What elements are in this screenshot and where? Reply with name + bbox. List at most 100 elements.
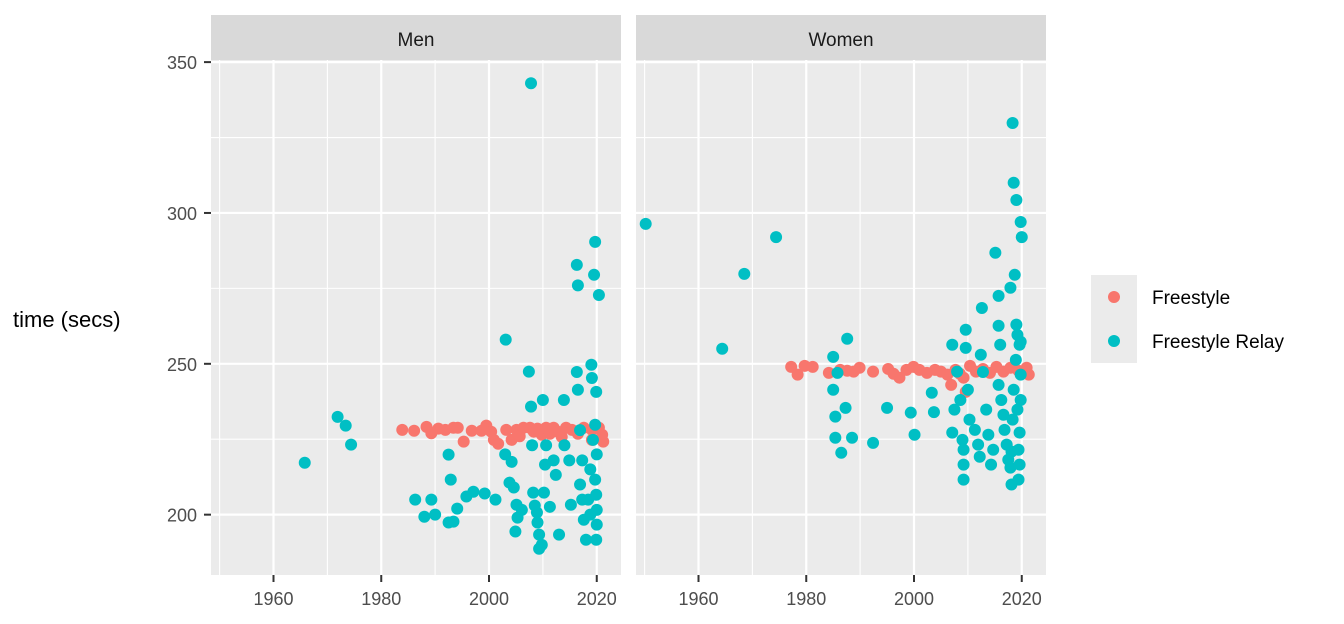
data-point bbox=[835, 446, 848, 459]
data-point bbox=[989, 246, 1002, 259]
data-point bbox=[298, 456, 311, 469]
x-tick-label: 1960 bbox=[253, 589, 293, 609]
data-point bbox=[527, 486, 540, 499]
data-point bbox=[1006, 413, 1019, 426]
data-point bbox=[457, 435, 470, 448]
data-point bbox=[976, 365, 989, 378]
data-point bbox=[992, 319, 1005, 332]
data-point bbox=[822, 366, 835, 379]
data-point bbox=[500, 423, 513, 436]
data-point bbox=[526, 439, 539, 452]
data-point bbox=[1014, 335, 1027, 348]
data-point bbox=[1014, 216, 1027, 229]
data-point bbox=[589, 235, 602, 248]
data-point bbox=[588, 268, 601, 281]
x-tick-label: 1980 bbox=[361, 589, 401, 609]
data-point bbox=[1015, 231, 1028, 244]
data-point bbox=[963, 413, 976, 426]
data-point bbox=[597, 435, 610, 448]
data-point bbox=[489, 493, 502, 506]
data-point bbox=[1012, 443, 1025, 456]
facet-strip-label: Men bbox=[398, 30, 435, 51]
data-point bbox=[908, 428, 921, 441]
data-point bbox=[846, 431, 859, 444]
data-point bbox=[525, 400, 538, 413]
data-point bbox=[537, 486, 550, 499]
data-point bbox=[1007, 176, 1020, 189]
data-point bbox=[557, 394, 570, 407]
data-point bbox=[925, 386, 938, 399]
data-point bbox=[1013, 426, 1026, 439]
data-point bbox=[827, 383, 840, 396]
data-point bbox=[409, 493, 422, 506]
panel-background bbox=[636, 60, 1046, 575]
data-point bbox=[1010, 193, 1023, 206]
data-point bbox=[770, 231, 783, 244]
data-point bbox=[987, 443, 1000, 456]
data-point bbox=[639, 217, 652, 230]
data-point bbox=[968, 423, 981, 436]
legend-key-point bbox=[1108, 335, 1120, 347]
data-point bbox=[547, 454, 560, 467]
series-freestyle bbox=[396, 419, 610, 450]
data-point bbox=[881, 401, 894, 414]
data-point bbox=[465, 424, 478, 437]
data-point bbox=[563, 454, 576, 467]
data-point bbox=[956, 433, 969, 446]
data-point bbox=[499, 333, 512, 346]
data-point bbox=[975, 301, 988, 314]
facet-strip bbox=[211, 15, 621, 60]
data-point bbox=[576, 454, 589, 467]
data-point bbox=[540, 439, 553, 452]
data-point bbox=[429, 508, 442, 521]
data-point bbox=[946, 426, 959, 439]
y-tick-label: 250 bbox=[167, 355, 197, 375]
data-point bbox=[959, 323, 972, 336]
data-point bbox=[558, 439, 571, 452]
y-tick-label: 300 bbox=[167, 204, 197, 224]
data-point bbox=[994, 338, 1007, 351]
data-point bbox=[571, 279, 584, 292]
data-point bbox=[590, 448, 603, 461]
data-point bbox=[974, 348, 987, 361]
data-point bbox=[592, 289, 605, 302]
data-point bbox=[536, 394, 549, 407]
data-point bbox=[961, 383, 974, 396]
data-point bbox=[945, 378, 958, 391]
data-point bbox=[1007, 383, 1020, 396]
legend: Freestyle Freestyle Relay bbox=[1091, 275, 1284, 363]
data-point bbox=[408, 424, 421, 437]
x-tick-label: 2000 bbox=[894, 589, 934, 609]
data-point bbox=[492, 437, 505, 450]
facet-strip-label: Women bbox=[808, 30, 873, 51]
data-point bbox=[957, 458, 970, 471]
data-point bbox=[946, 338, 959, 351]
data-point bbox=[525, 77, 538, 90]
data-point bbox=[980, 403, 993, 416]
data-point bbox=[951, 365, 964, 378]
data-point bbox=[992, 289, 1005, 302]
data-point bbox=[418, 510, 431, 523]
data-point bbox=[507, 481, 520, 494]
data-point bbox=[995, 394, 1008, 407]
data-point bbox=[839, 401, 852, 414]
data-point bbox=[442, 448, 455, 461]
data-point bbox=[522, 365, 535, 378]
data-point bbox=[574, 478, 587, 491]
data-point bbox=[396, 423, 409, 436]
y-tick-label: 350 bbox=[167, 53, 197, 73]
data-point bbox=[553, 528, 566, 541]
y-axis: 200 250 300 350 bbox=[167, 53, 211, 526]
data-point bbox=[549, 468, 562, 481]
data-point bbox=[467, 485, 480, 498]
data-point bbox=[957, 473, 970, 486]
data-point bbox=[345, 438, 358, 451]
data-point bbox=[585, 371, 598, 384]
data-point bbox=[957, 443, 970, 456]
series-freestyle-relay bbox=[639, 117, 1028, 491]
data-point bbox=[586, 433, 599, 446]
data-point bbox=[1004, 281, 1017, 294]
x-tick-label: 1980 bbox=[786, 589, 826, 609]
data-point bbox=[574, 424, 587, 437]
